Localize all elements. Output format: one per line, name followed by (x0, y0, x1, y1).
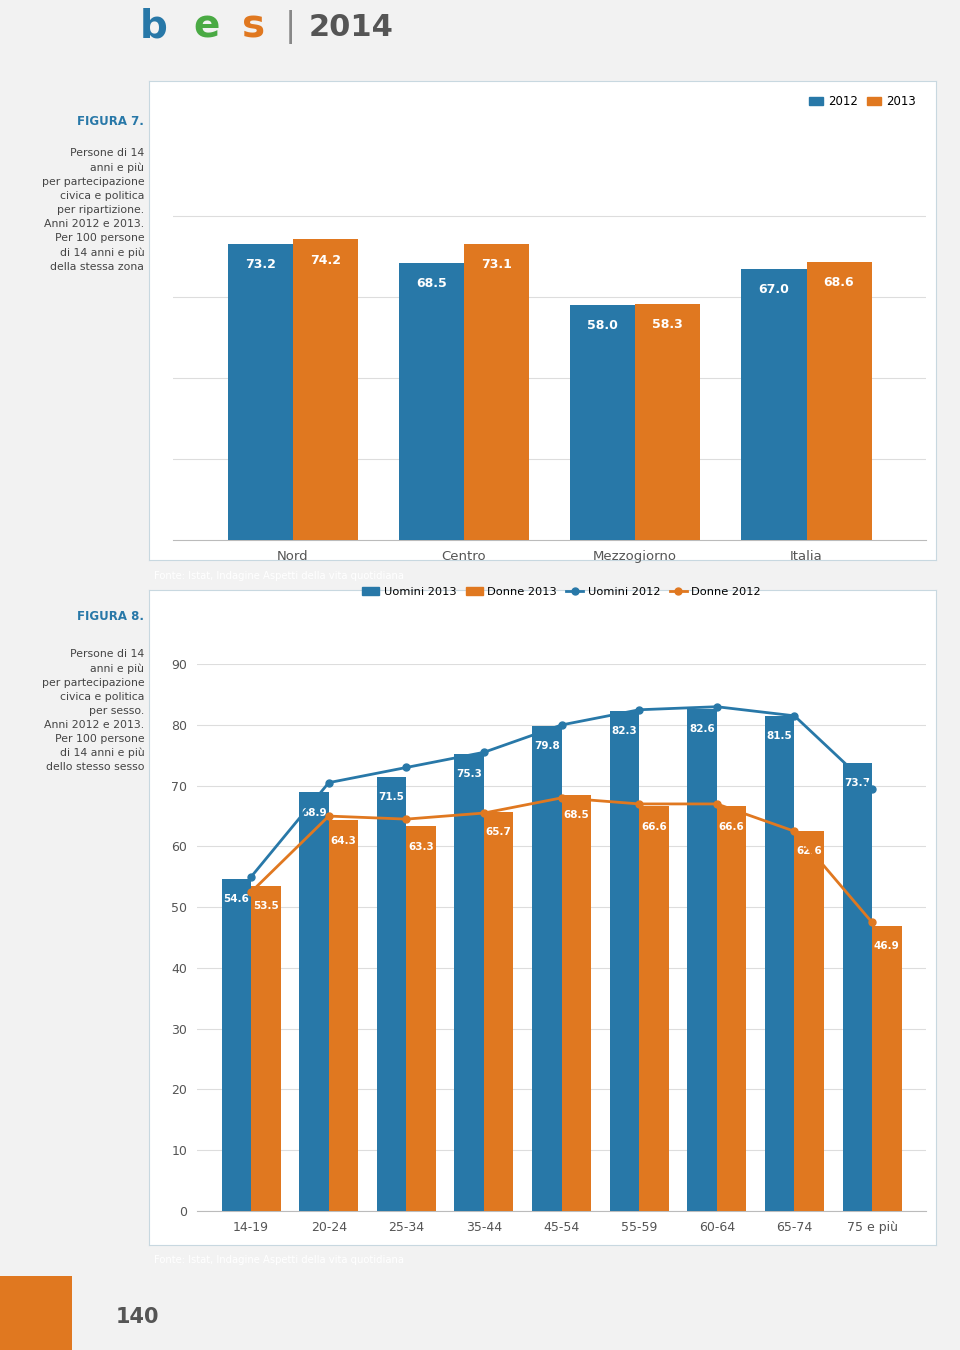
Text: 68.6: 68.6 (824, 277, 854, 289)
Bar (252, 886, 280, 1211)
Text: 68.5: 68.5 (564, 810, 589, 819)
Bar (377, 776, 406, 1211)
Text: 65.7: 65.7 (486, 828, 512, 837)
Text: Fonte: Istat, Indagine Aspetti della vita quotidiana: Fonte: Istat, Indagine Aspetti della vit… (154, 571, 403, 582)
Text: 75.3: 75.3 (456, 768, 482, 779)
Bar (300, 792, 328, 1211)
Bar (639, 806, 669, 1211)
Text: |: | (285, 9, 297, 45)
Bar (872, 926, 901, 1211)
Text: 73.2: 73.2 (245, 258, 276, 271)
Text: FIGURA 7.: FIGURA 7. (78, 115, 144, 127)
Bar (532, 726, 562, 1211)
Text: b: b (140, 8, 168, 46)
Bar (843, 763, 872, 1211)
Text: 64.3: 64.3 (330, 836, 356, 845)
Bar (741, 269, 806, 540)
Text: Fonte: Istat, Indagine Aspetti della vita quotidiana: Fonte: Istat, Indagine Aspetti della vit… (155, 1254, 404, 1265)
Text: 58.3: 58.3 (653, 319, 684, 331)
Text: LA PARTECIPAZIONE CIVILE E POLITICA:: LA PARTECIPAZIONE CIVILE E POLITICA: (163, 100, 465, 115)
Text: 71.5: 71.5 (378, 791, 404, 802)
Bar (795, 830, 824, 1211)
Bar (406, 826, 436, 1211)
Bar (562, 795, 591, 1211)
Text: CON L’ETÀ CRESCE IL DIVARIO DI INTERESSE TRA UOMINI E DONNE: CON L’ETÀ CRESCE IL DIVARIO DI INTERESSE… (163, 617, 657, 630)
Text: 82.6: 82.6 (689, 725, 715, 734)
Text: 68.5: 68.5 (416, 277, 446, 290)
Bar (0, 1276, 72, 1350)
Text: e: e (194, 8, 220, 46)
Text: IL CENTRO ITALIA RAGGIUNGE IL NORD: IL CENTRO ITALIA RAGGIUNGE IL NORD (163, 143, 447, 157)
Text: 68.9: 68.9 (301, 807, 326, 818)
Text: Persone di 14
anni e più
per partecipazione
civica e politica
per ripartizione.
: Persone di 14 anni e più per partecipazi… (41, 148, 144, 271)
Text: 81.5: 81.5 (767, 732, 793, 741)
Text: Persone di 14
anni e più
per partecipazione
civica e politica
per sesso.
Anni 20: Persone di 14 anni e più per partecipazi… (41, 649, 144, 772)
Text: 54.6: 54.6 (224, 895, 250, 905)
Bar (717, 806, 746, 1211)
Text: 140: 140 (115, 1307, 158, 1327)
Bar (454, 753, 484, 1211)
Bar (765, 716, 795, 1211)
Bar (228, 243, 293, 540)
Bar (610, 711, 639, 1211)
Bar (398, 263, 464, 540)
Text: 66.6: 66.6 (641, 822, 667, 832)
Bar (328, 821, 358, 1211)
Legend: 2012, 2013: 2012, 2013 (804, 90, 921, 112)
Text: 62.6: 62.6 (797, 846, 822, 856)
Bar (570, 305, 636, 540)
Text: 79.8: 79.8 (534, 741, 560, 752)
Legend: Uomini 2013, Donne 2013, Uomini 2012, Donne 2012: Uomini 2013, Donne 2013, Uomini 2012, Do… (358, 582, 765, 602)
Text: 67.0: 67.0 (758, 284, 789, 296)
Bar (687, 709, 717, 1211)
Bar (222, 879, 252, 1211)
Bar (636, 304, 700, 540)
Text: 66.6: 66.6 (719, 822, 744, 832)
Text: 82.3: 82.3 (612, 726, 637, 736)
Bar (484, 811, 514, 1211)
Text: 73.1: 73.1 (481, 258, 512, 271)
Bar (293, 239, 358, 540)
Text: 63.3: 63.3 (408, 841, 434, 852)
Text: 53.5: 53.5 (253, 902, 278, 911)
Bar (464, 244, 529, 540)
Text: s: s (242, 8, 265, 46)
Text: 58.0: 58.0 (588, 320, 618, 332)
Text: 74.2: 74.2 (310, 254, 341, 267)
Text: FIGURA 8.: FIGURA 8. (78, 610, 144, 622)
Text: 46.9: 46.9 (874, 941, 900, 952)
Bar (806, 262, 872, 540)
Text: 73.7: 73.7 (845, 779, 871, 788)
Text: 2014: 2014 (309, 12, 394, 42)
